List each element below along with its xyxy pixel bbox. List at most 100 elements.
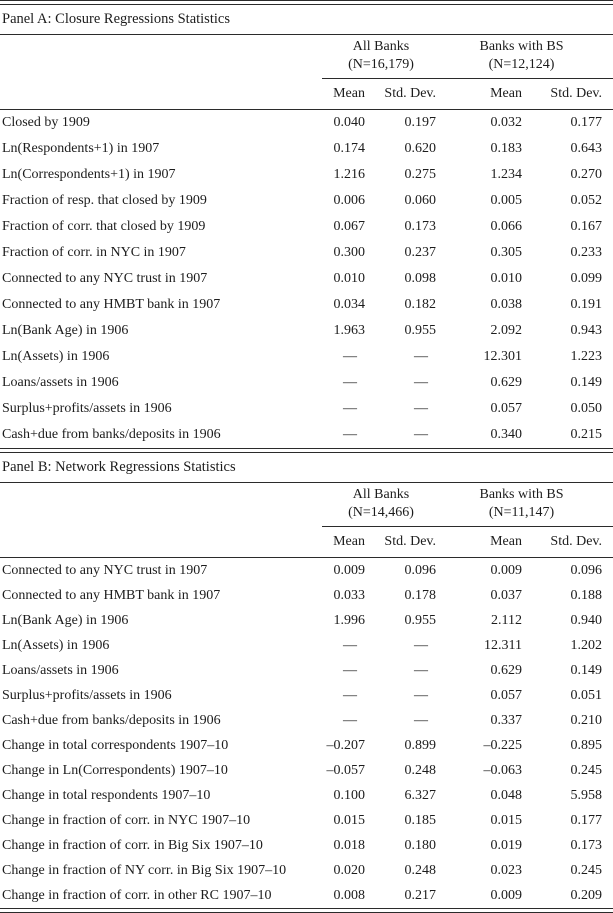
cell-value: 0.040	[333, 115, 366, 130]
cell-value: 6.327	[404, 787, 437, 803]
panel-a-section: Panel A: Closure Regressions Statistics …	[0, 5, 613, 448]
row-label: Ln(Bank Age) in 1906	[2, 612, 129, 628]
group-n-count: (N=14,466)	[348, 505, 414, 520]
column-group-all-banks: All Banks (N=14,466)	[322, 483, 440, 527]
cell-missing-value: —	[343, 427, 357, 442]
cell-value: 0.033	[333, 587, 366, 603]
table-row: Ln(Assets) in 1906 — — 12.311 1.202	[0, 633, 613, 658]
row-label: Cash+due from banks/deposits in 1906	[2, 427, 221, 442]
cell-value: –0.225	[483, 737, 523, 753]
table-row: Loans/assets in 1906 — — 0.629 0.149	[0, 370, 613, 396]
cell-value: –0.207	[326, 737, 366, 753]
cell-value: 0.895	[570, 737, 603, 753]
cell-missing-value: —	[414, 687, 428, 703]
table-row: Fraction of corr. in NYC in 1907 0.300 0.2…	[0, 240, 613, 266]
row-label: Ln(Respondents+1) in 1907	[2, 141, 160, 156]
table-row: Ln(Correspondents+1) in 1907 1.216 0.275 1.…	[0, 162, 613, 188]
row-label: Ln(Bank Age) in 1906	[2, 323, 129, 338]
table-row: Ln(Bank Age) in 1906 1.963 0.955 2.092 0.943	[0, 318, 613, 344]
cell-value: 0.032	[490, 115, 523, 130]
row-label: Change in fraction of corr. in Big Six 1…	[2, 837, 263, 853]
table-row: Change in Ln(Correspondents) 1907–10 –0.0…	[0, 758, 613, 783]
cell-value: 0.248	[404, 862, 437, 878]
cell-value: 12.301	[483, 349, 523, 364]
cell-value: 0.034	[333, 297, 366, 312]
cell-value: 0.188	[570, 587, 603, 603]
cell-value: 0.100	[333, 787, 366, 803]
cell-value: 0.173	[570, 837, 603, 853]
cell-value: 0.300	[333, 245, 366, 260]
cell-value: 0.099	[570, 271, 603, 286]
row-label: Change in total respondents 1907–10	[2, 787, 211, 803]
row-label: Connected to any HMBT bank in 1907	[2, 587, 221, 603]
cell-value: 0.629	[490, 662, 523, 678]
column-header-std-dev: Std. Dev.	[368, 526, 440, 558]
table-row: Connected to any NYC trust in 1907 0.009 0…	[0, 558, 613, 584]
empty-corner-cell	[0, 78, 322, 110]
table-row: Connected to any NYC trust in 1907 0.010 0…	[0, 266, 613, 292]
cell-value: 1.996	[333, 612, 366, 628]
row-label: Ln(Assets) in 1906	[2, 637, 110, 653]
row-label: Change in fraction of NY corr. in Big Si…	[2, 862, 287, 878]
table-row: Change in fraction of corr. in Big Six 1…	[0, 833, 613, 858]
panel-a-title-rule	[0, 34, 613, 35]
table-row: Change in fraction of corr. in other RC …	[0, 883, 613, 908]
cell-value: 1.223	[570, 349, 603, 364]
row-label: Fraction of corr. in NYC in 1907	[2, 245, 186, 260]
cell-value: 0.023	[490, 862, 523, 878]
cell-missing-value: —	[343, 349, 357, 364]
cell-value: 0.015	[333, 812, 366, 828]
cell-value: 0.051	[570, 687, 603, 703]
group-n-count: (N=11,147)	[488, 505, 555, 520]
row-label: Change in total correspondents 1907–10	[2, 737, 229, 753]
cell-value: 0.052	[570, 193, 603, 208]
top-rule	[0, 0, 613, 5]
empty-corner-cell	[0, 483, 322, 527]
cell-value: 2.092	[490, 323, 523, 338]
cell-value: 0.009	[490, 562, 523, 578]
cell-value: 0.010	[490, 271, 523, 286]
cell-missing-value: —	[414, 401, 428, 416]
table-row: Ln(Bank Age) in 1906 1.996 0.955 2.112 0.940	[0, 608, 613, 633]
cell-value: 0.149	[570, 375, 603, 390]
cell-value: 0.057	[490, 687, 523, 703]
cell-value: 0.245	[570, 862, 603, 878]
column-group-banks-with-bs: Banks with BS (N=12,124)	[440, 35, 613, 79]
panel-b-table-body: Connected to any NYC trust in 1907 0.009 0…	[0, 558, 613, 909]
column-header-std-dev: Std. Dev.	[368, 78, 440, 110]
group-label: Banks with BS	[479, 39, 564, 54]
cell-value: 0.237	[404, 245, 437, 260]
cell-missing-value: —	[343, 401, 357, 416]
row-label: Cash+due from banks/deposits in 1906	[2, 712, 221, 728]
row-label: Ln(Correspondents+1) in 1907	[2, 167, 176, 182]
cell-value: 0.209	[570, 887, 603, 903]
cell-value: 0.305	[490, 245, 523, 260]
cell-value: 0.020	[333, 862, 366, 878]
cell-value: 0.018	[333, 837, 366, 853]
cell-value: 0.620	[404, 141, 437, 156]
column-group-all-banks: All Banks (N=16,179)	[322, 35, 440, 79]
cell-value: 0.215	[570, 427, 603, 442]
row-label: Surplus+profits/assets in 1906	[2, 687, 172, 703]
cell-value: 0.248	[404, 762, 437, 778]
panel-b-title: Panel B: Network Regressions Statistics	[2, 459, 236, 475]
cell-value: 0.009	[490, 887, 523, 903]
cell-value: 0.210	[570, 712, 603, 728]
cell-value: 0.019	[490, 837, 523, 853]
cell-value: –0.063	[483, 762, 523, 778]
table-row: Fraction of resp. that closed by 1909 0.0…	[0, 188, 613, 214]
cell-value: 0.005	[490, 193, 523, 208]
panel-b-group-header-row: All Banks (N=14,466) Banks with BS (N=11…	[0, 483, 613, 527]
group-label: All Banks	[352, 487, 410, 502]
empty-corner-cell	[0, 35, 322, 79]
cell-missing-value: —	[414, 427, 428, 442]
cell-value: 0.340	[490, 427, 523, 442]
cell-value: 0.009	[333, 562, 366, 578]
cell-value: 0.008	[333, 887, 366, 903]
panel-a-title: Panel A: Closure Regressions Statistics	[2, 11, 230, 27]
cell-value: 0.270	[570, 167, 603, 182]
panel-a-column-header-row: Mean Std. Dev. Mean Std. Dev.	[0, 78, 613, 110]
table-row: Cash+due from banks/deposits in 1906 — — 0.…	[0, 422, 613, 448]
cell-missing-value: —	[414, 349, 428, 364]
cell-value: 0.177	[570, 812, 603, 828]
